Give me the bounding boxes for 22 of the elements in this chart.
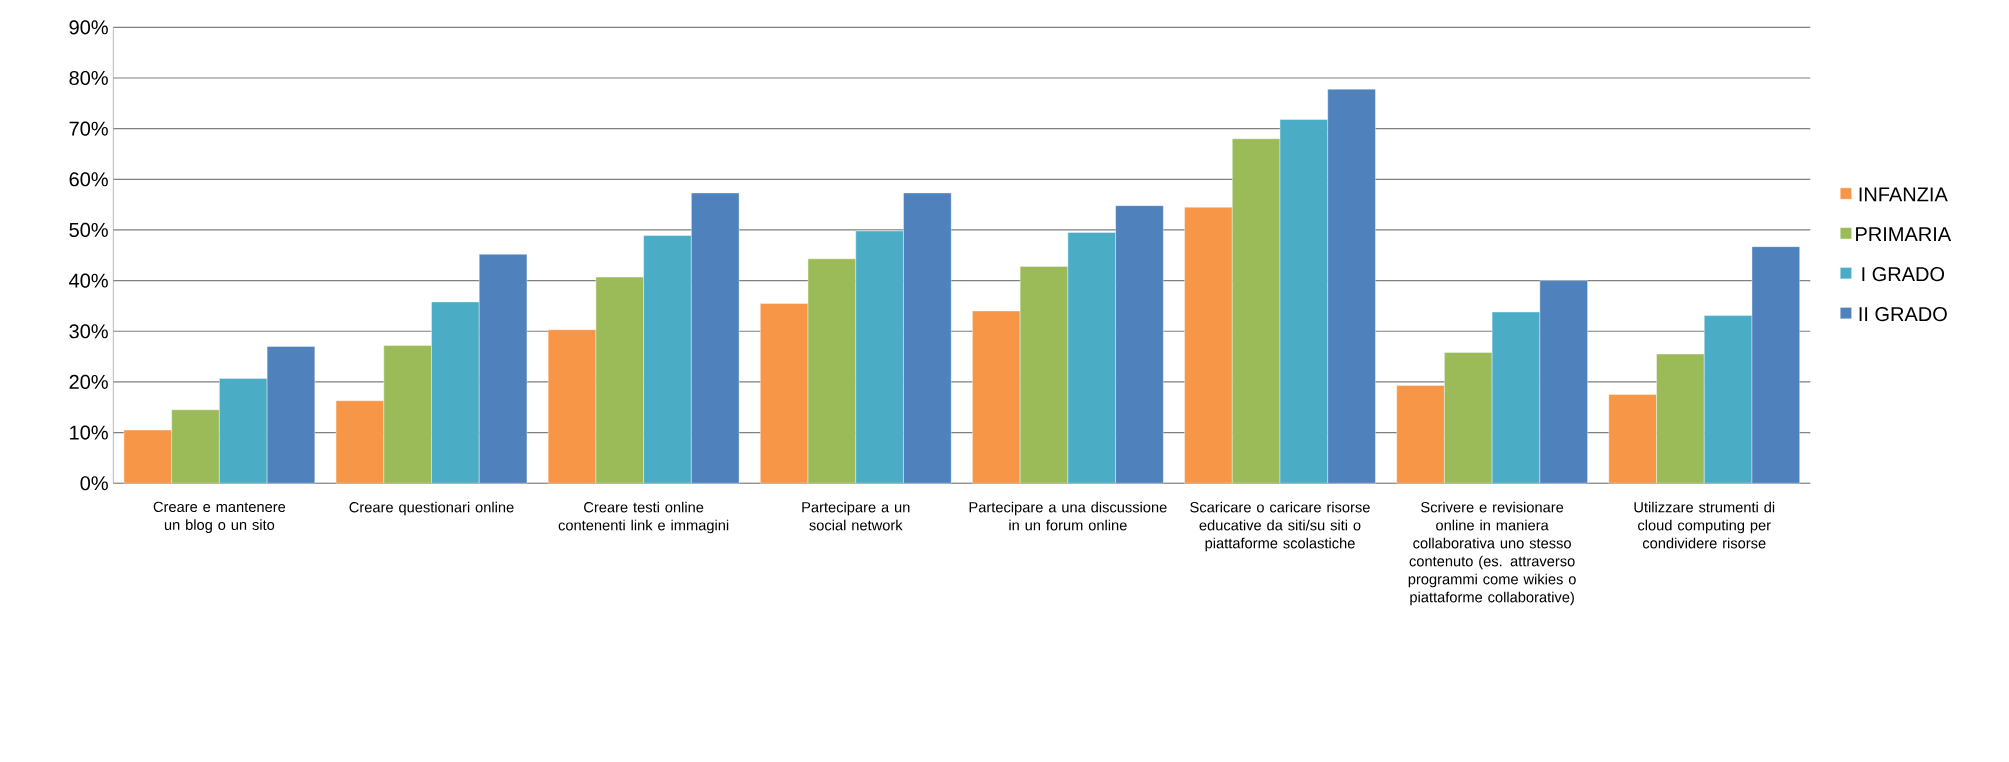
legend-label: I GRADO (1862, 267, 1945, 282)
legend-label: INFANZIA (1859, 187, 1948, 202)
x-tick-label: Partecipare a una discussione in un forum online (969, 501, 1167, 531)
y-tick-label: 30% (69, 324, 108, 339)
y-tick-label: 10% (70, 425, 108, 440)
legend-label: PRIMARIA (1856, 227, 1952, 242)
x-tick-label: Utilizzare strumenti di cloud computing per condividere risorse (1634, 501, 1775, 549)
y-tick-label: 0% (80, 476, 108, 491)
y-tick-label: 40% (69, 273, 108, 288)
y-tick-label: 80% (69, 70, 108, 86)
y-tick-label: 60% (69, 172, 108, 187)
x-tick-label: Partecipare a un social network (802, 501, 910, 531)
x-tick-label: Creare e mantenere un blog o un sito (153, 501, 286, 533)
x-tick-label: Scaricare o caricare risorse educative da siti/su siti o piattaforme scolastiche (1190, 501, 1370, 552)
x-tick-label: Creare testi online contenenti link e immagini (558, 501, 729, 534)
x-tick-label: Creare questionari online (349, 501, 514, 516)
legend-label: II GRADO (1859, 307, 1947, 322)
y-tick-label: 90% (69, 20, 108, 35)
y-tick-label: 20% (69, 374, 108, 390)
y-tick-label: 70% (69, 121, 108, 136)
x-tick-label: Scrivere e revisionare online in maniera collaborativa uno stesso contenuto (es. attraverso programmi come wikies o piattaforme collaborative) (1408, 501, 1576, 606)
y-tick-label: 50% (69, 222, 108, 238)
